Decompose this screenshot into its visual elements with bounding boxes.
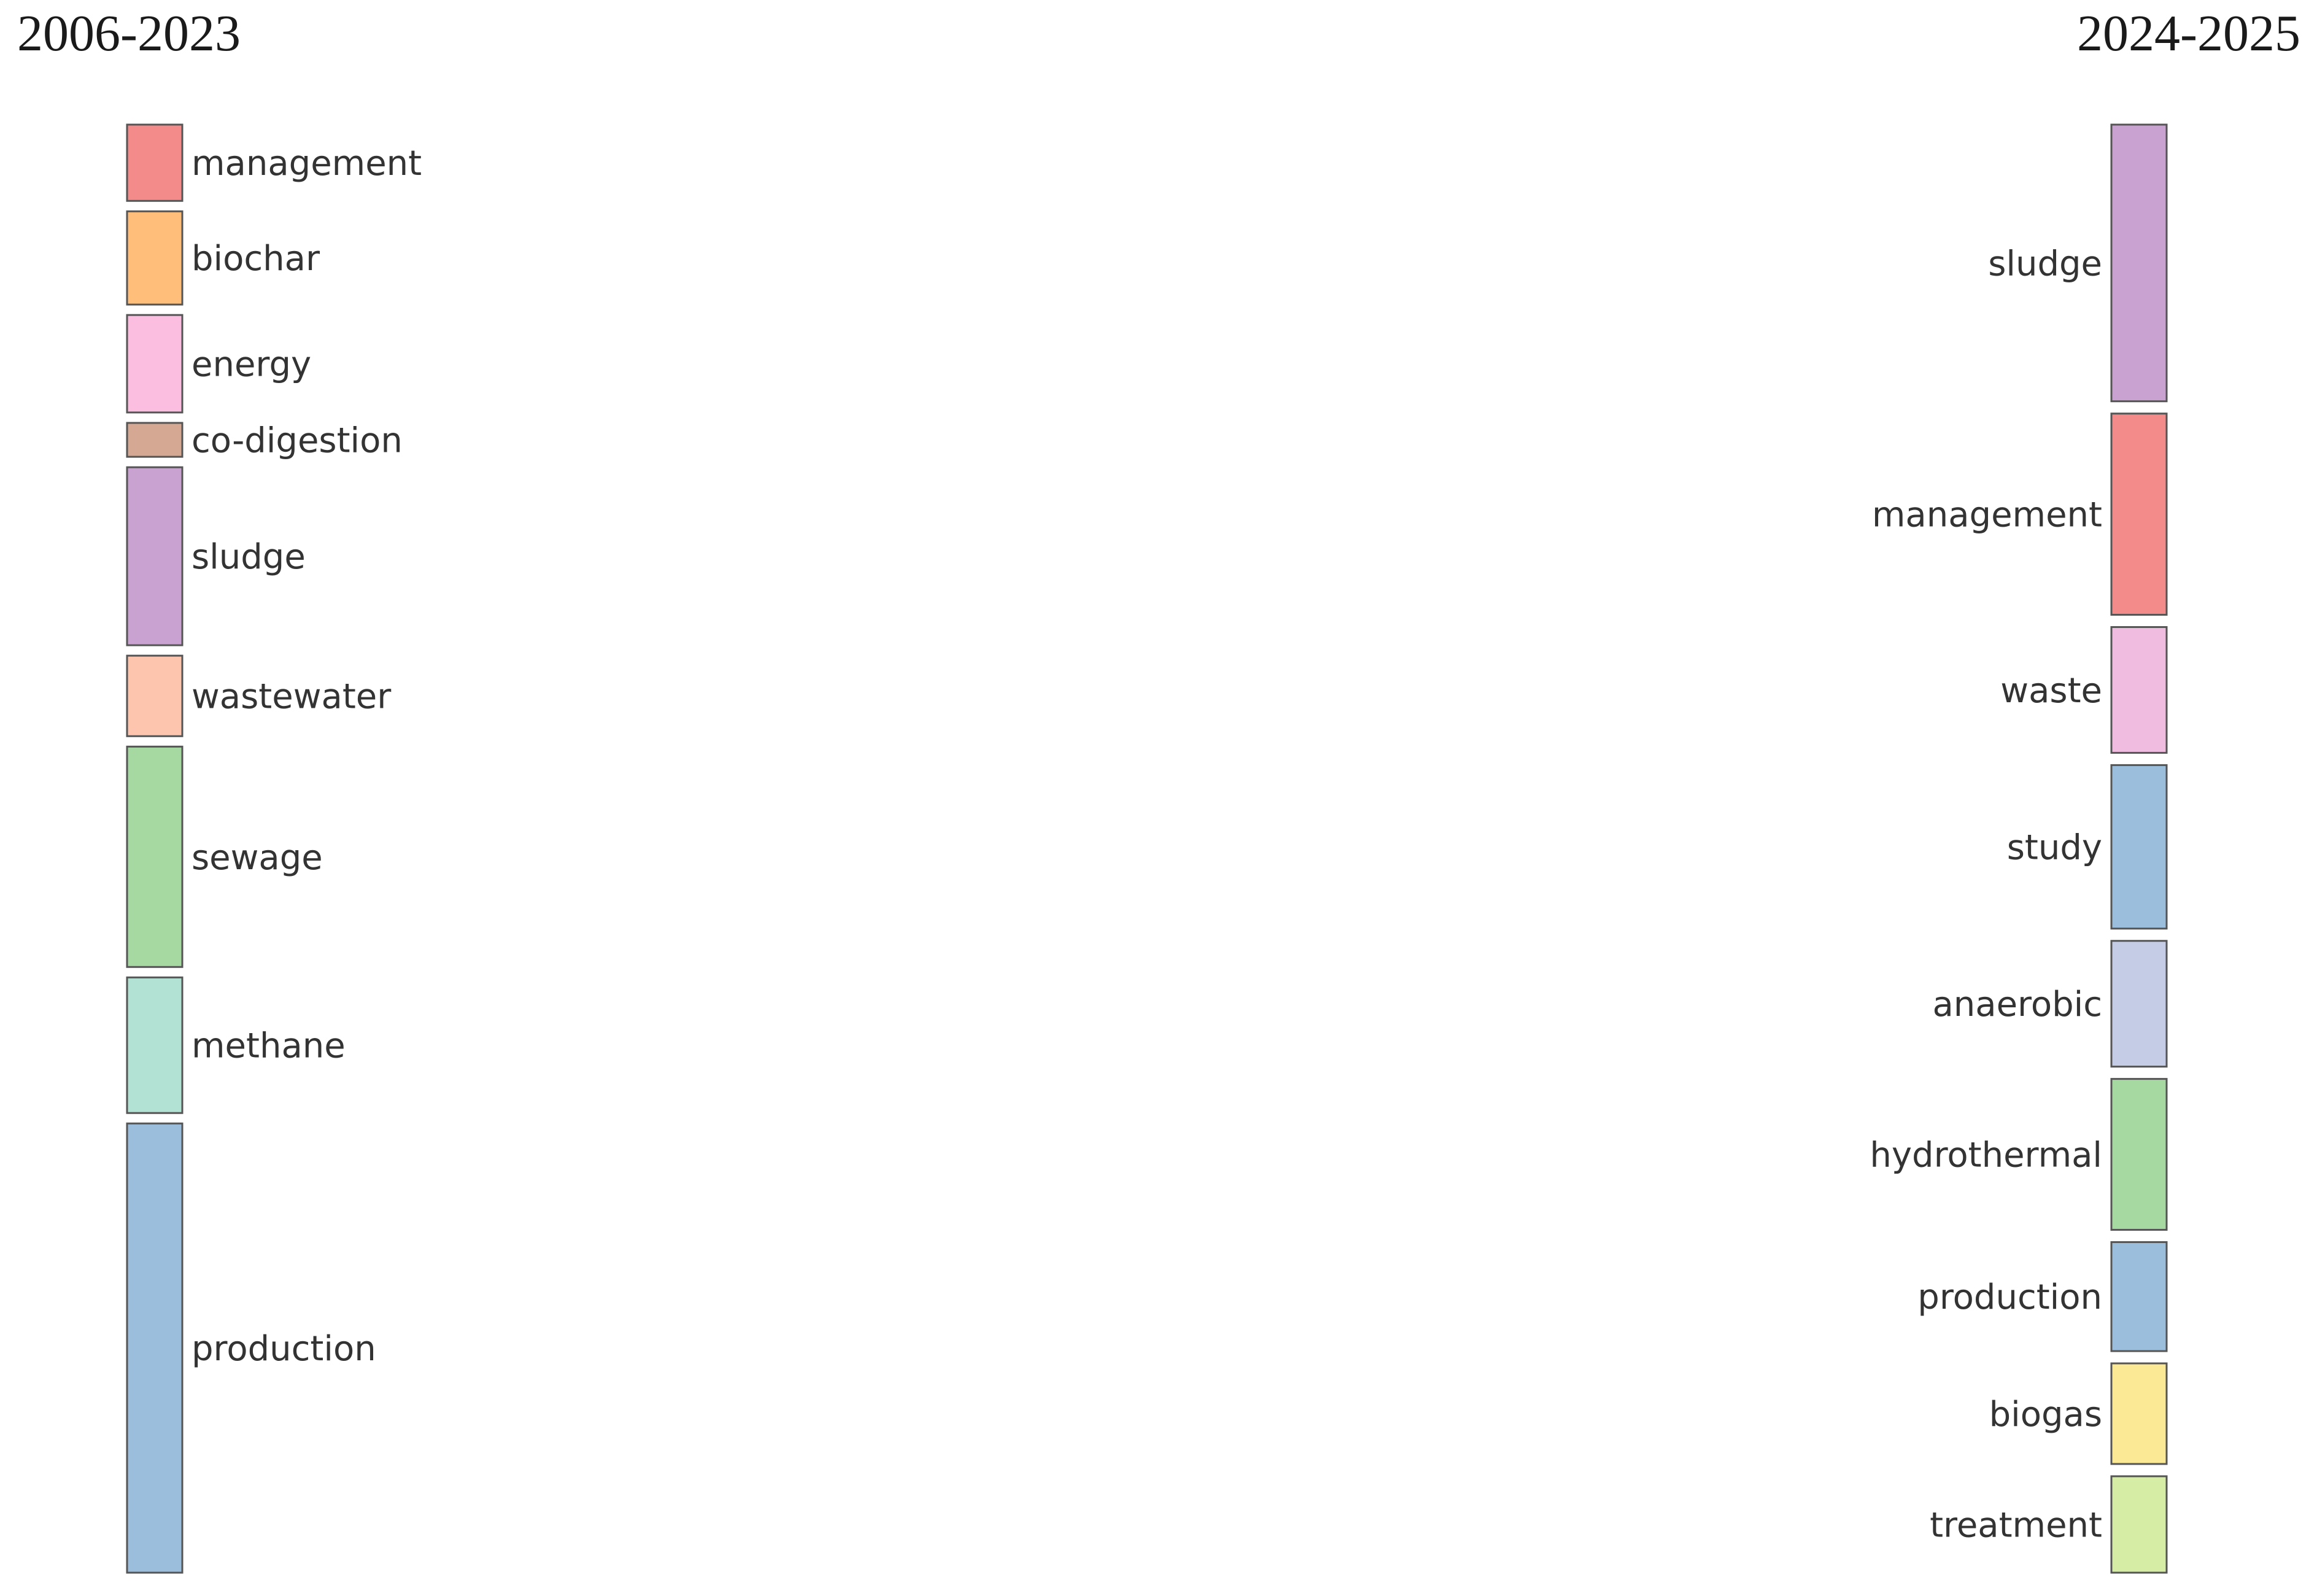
right-node-label-biogas: biogas xyxy=(1989,1395,2102,1435)
right-node-production xyxy=(2110,1241,2168,1352)
left-node-label-sludge: sludge xyxy=(191,537,306,577)
left-node-production xyxy=(126,1122,184,1574)
link-energy-to-anaerobic xyxy=(182,374,2111,1000)
right-node-management xyxy=(2110,413,2168,616)
link-co-digestion-to-waste xyxy=(182,423,2111,711)
links-layer xyxy=(182,125,2111,1573)
labels-layer: management biochar energy co-digestion sludg… xyxy=(191,144,2102,1545)
link-wastewater-to-sludge xyxy=(182,259,2111,686)
link-biochar-to-waste xyxy=(182,211,2111,660)
link-sewage-to-sludge xyxy=(182,288,2111,784)
link-wastewater-to-management xyxy=(182,518,2111,710)
link-production-to-study xyxy=(182,794,2111,1331)
link-production-to-anaerobic xyxy=(182,1033,2111,1365)
link-production-to-sludge xyxy=(182,368,2111,1157)
right-node-label-treatment: treatment xyxy=(1930,1505,2102,1545)
left-node-label-energy: energy xyxy=(191,345,311,385)
link-energy-to-waste xyxy=(182,344,2111,689)
link-sludge-to-sludge xyxy=(182,125,2111,603)
left-node-energy xyxy=(126,314,184,414)
left-node-label-sewage: sewage xyxy=(191,838,323,878)
link-sewage-to-biogas xyxy=(182,929,2111,1401)
right-node-waste xyxy=(2110,626,2168,754)
right-node-treatment xyxy=(2110,1475,2168,1574)
link-sludge-to-waste xyxy=(182,603,2111,753)
right-column-title: 2024-2025 xyxy=(2077,5,2300,62)
right-node-biogas xyxy=(2110,1362,2168,1465)
link-sewage-to-hydrothermal xyxy=(182,815,2111,1230)
left-node-sludge xyxy=(126,466,184,646)
left-node-wastewater xyxy=(126,654,184,737)
link-methane-to-management xyxy=(182,543,2111,1053)
left-node-label-methane: methane xyxy=(191,1026,346,1066)
link-biochar-to-anaerobic xyxy=(182,245,2111,974)
link-production-to-production xyxy=(182,1242,2111,1475)
right-node-label-anaerobic: anaerobic xyxy=(1932,985,2102,1025)
left-node-methane xyxy=(126,976,184,1114)
link-co-digestion-to-treatment xyxy=(182,444,2111,1514)
left-node-label-co-digestion: co-digestion xyxy=(191,421,403,461)
link-production-to-management xyxy=(182,577,2111,1196)
left-node-sewage xyxy=(126,745,184,968)
right-node-label-waste: waste xyxy=(2000,671,2102,711)
link-production-to-biogas xyxy=(182,1426,2111,1513)
left-node-management xyxy=(126,123,184,202)
link-production-to-treatment xyxy=(182,1513,2111,1573)
left-column-title: 2006-2023 xyxy=(17,5,241,62)
nodes-layer xyxy=(126,123,2168,1574)
right-node-label-hydrothermal: hydrothermal xyxy=(1870,1136,2102,1176)
left-node-label-management: management xyxy=(191,144,422,184)
link-biochar-to-treatment xyxy=(182,279,2111,1501)
right-node-anaerobic xyxy=(2110,940,2168,1068)
left-node-label-wastewater: wastewater xyxy=(191,677,392,717)
right-node-study xyxy=(2110,764,2168,930)
link-management-to-management xyxy=(182,125,2111,489)
left-node-label-biochar: biochar xyxy=(191,239,320,279)
link-wastewater-to-hydrothermal xyxy=(182,711,2111,1117)
right-node-label-study: study xyxy=(2007,828,2102,868)
right-node-hydrothermal xyxy=(2110,1078,2168,1231)
right-node-sludge xyxy=(2110,123,2168,403)
link-methane-to-biogas xyxy=(182,1088,2111,1427)
link-methane-to-anaerobic xyxy=(182,999,2111,1087)
left-node-label-production: production xyxy=(191,1329,376,1369)
right-node-label-management: management xyxy=(1872,495,2102,535)
link-methane-to-sludge xyxy=(182,326,2111,1020)
left-node-biochar xyxy=(126,210,184,306)
link-sewage-to-study xyxy=(182,765,2111,814)
link-energy-to-hydrothermal xyxy=(182,400,2111,1091)
link-energy-to-management xyxy=(182,315,2111,518)
right-node-label-production: production xyxy=(1917,1277,2102,1317)
right-node-label-sludge: sludge xyxy=(1988,244,2102,284)
left-node-co-digestion xyxy=(126,422,184,458)
